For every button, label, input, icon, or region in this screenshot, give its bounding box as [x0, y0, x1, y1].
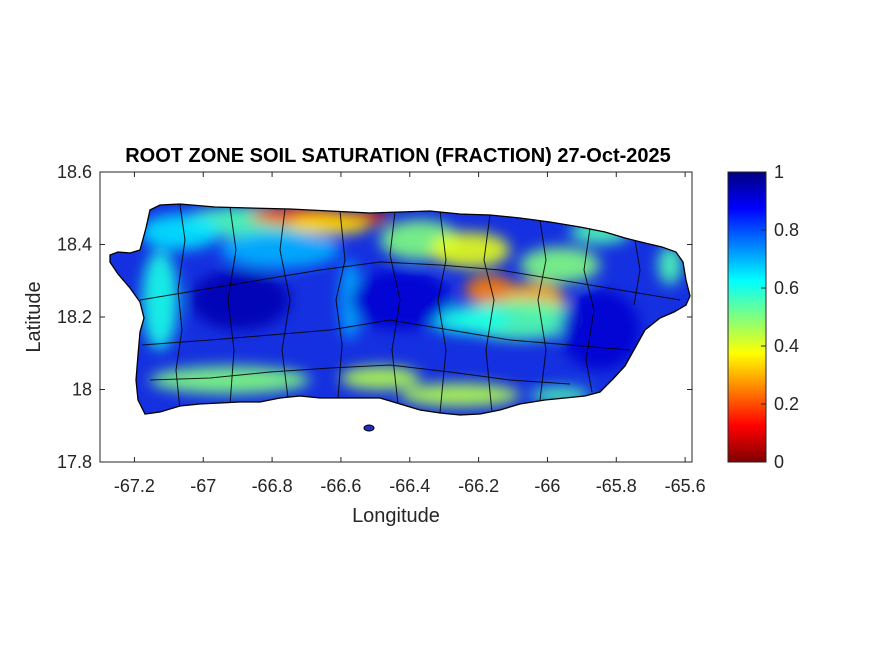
y-tick-label: 18.2 — [57, 307, 92, 327]
y-tick-label: 18 — [72, 380, 92, 400]
colorbar-tick-label: 0.8 — [774, 220, 799, 240]
caja-de-muertos-islet — [363, 424, 375, 432]
x-tick-label: -66.8 — [252, 476, 293, 496]
colorbar-tick-label: 0.2 — [774, 394, 799, 414]
map-title: ROOT ZONE SOIL SATURATION (FRACTION) 27-… — [125, 145, 671, 167]
x-tick-label: -66.6 — [320, 476, 361, 496]
x-axis-ticks: -67.2 -67 -66.8 -66.6 -66.4 -66.2 -66 -65.8 -65.… — [114, 172, 706, 496]
colorbar — [727, 171, 767, 463]
colorbar-tick-label: 0.4 — [774, 336, 799, 356]
y-tick-label: 18.4 — [57, 235, 92, 255]
y-axis-label: Latitude — [23, 281, 45, 352]
y-axis-ticks: 18.6 18.4 18.2 18 17.8 — [57, 162, 692, 472]
x-axis-label: Longitude — [352, 505, 440, 527]
x-tick-label: -66.2 — [458, 476, 499, 496]
colorbar-ticks: 0 0.2 0.4 0.6 0.8 1 — [761, 162, 799, 472]
x-tick-label: -66.4 — [389, 476, 430, 496]
x-tick-label: -67.2 — [114, 476, 155, 496]
x-tick-label: -67 — [190, 476, 216, 496]
colorbar-tick-label: 0 — [774, 452, 784, 472]
x-tick-label: -65.8 — [596, 476, 637, 496]
island-coastline — [109, 203, 691, 416]
colorbar-tick-label: 1 — [774, 162, 784, 182]
colorbar-tick-label: 0.6 — [774, 278, 799, 298]
municipal-boundaries — [139, 204, 681, 414]
saturation-field — [110, 204, 690, 415]
x-tick-label: -65.6 — [665, 476, 706, 496]
y-tick-label: 18.6 — [57, 162, 92, 182]
x-tick-label: -66 — [534, 476, 560, 496]
y-tick-label: 17.8 — [57, 452, 92, 472]
